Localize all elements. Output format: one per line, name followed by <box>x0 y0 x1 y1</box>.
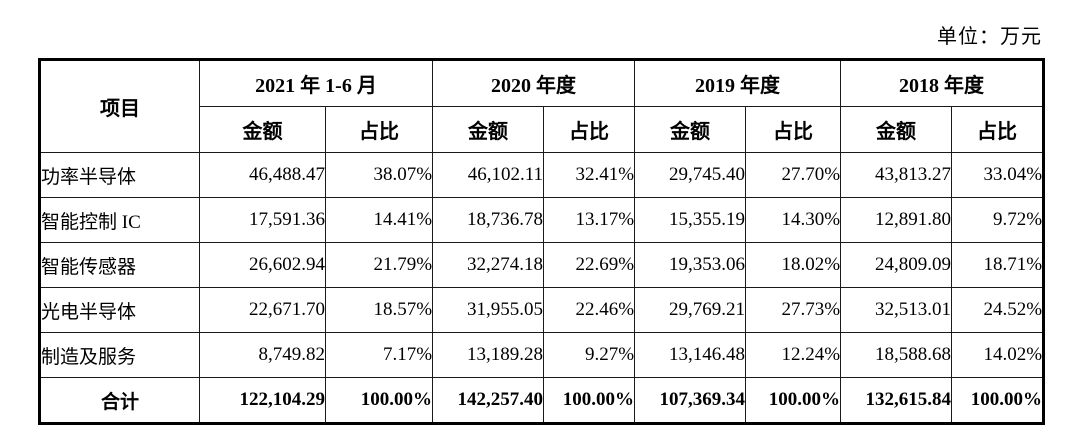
amount-header: 金额 <box>634 106 747 153</box>
table-row: 智能传感器 26,602.94 21.79% 32,274.18 22.69% … <box>39 242 1045 288</box>
table-row: 功率半导体 46,488.47 38.07% 46,102.11 32.41% … <box>39 152 1045 198</box>
ratio-header: 占比 <box>543 106 636 153</box>
amount-cell: 22,671.70 <box>199 287 326 333</box>
ratio-cell: 33.04% <box>951 152 1045 198</box>
row-label-cell: 功率半导体 <box>39 152 200 198</box>
table-header: 项目 2021 年 1-6 月 2020 年度 2019 年度 2018 年度 … <box>39 59 1045 153</box>
row-label-cell: 智能传感器 <box>39 242 200 288</box>
amount-cell: 31,955.05 <box>432 287 545 333</box>
revenue-breakdown-table: 项目 2021 年 1-6 月 2020 年度 2019 年度 2018 年度 … <box>38 58 1046 425</box>
period-header-row: 项目 2021 年 1-6 月 2020 年度 2019 年度 2018 年度 <box>39 59 1045 153</box>
amount-cell: 122,104.29 <box>199 377 326 424</box>
amount-header: 金额 <box>840 106 953 153</box>
amount-header: 金额 <box>199 106 326 153</box>
amount-cell: 18,588.68 <box>840 332 953 378</box>
amount-cell: 29,745.40 <box>634 152 747 198</box>
ratio-cell: 27.70% <box>745 152 842 198</box>
period-header-2020: 2020 年度 <box>432 59 636 107</box>
amount-cell: 13,146.48 <box>634 332 747 378</box>
ratio-cell: 100.00% <box>951 377 1045 424</box>
ratio-cell: 22.69% <box>543 242 636 288</box>
period-header-2021: 2021 年 1-6 月 <box>198 59 434 107</box>
table-row: 光电半导体 22,671.70 18.57% 31,955.05 22.46% … <box>39 287 1045 333</box>
amount-cell: 43,813.27 <box>840 152 953 198</box>
ratio-cell: 100.00% <box>324 377 434 424</box>
row-label-cell: 智能控制 IC <box>39 197 200 243</box>
amount-header: 金额 <box>432 106 545 153</box>
ratio-header: 占比 <box>745 106 842 153</box>
amount-cell: 18,736.78 <box>432 197 545 243</box>
amount-cell: 142,257.40 <box>432 377 545 424</box>
ratio-cell: 18.02% <box>745 242 842 288</box>
table-row: 制造及服务 8,749.82 7.17% 13,189.28 9.27% 13,… <box>39 332 1045 378</box>
unit-label: 单位：万元 <box>937 26 1042 48</box>
ratio-cell: 27.73% <box>745 287 842 333</box>
amount-cell: 132,615.84 <box>840 377 953 424</box>
ratio-cell: 14.30% <box>745 197 842 243</box>
amount-cell: 32,274.18 <box>432 242 545 288</box>
amount-cell: 19,353.06 <box>634 242 747 288</box>
subheader-row: 金额 占比 金额 占比 金额 占比 金额 占比 <box>40 106 1045 153</box>
ratio-cell: 24.52% <box>951 287 1045 333</box>
ratio-header: 占比 <box>951 106 1045 153</box>
amount-cell: 107,369.34 <box>634 377 747 424</box>
ratio-cell: 100.00% <box>543 377 636 424</box>
table-row: 智能控制 IC 17,591.36 14.41% 18,736.78 13.17… <box>39 197 1045 243</box>
ratio-cell: 21.79% <box>324 242 434 288</box>
ratio-cell: 18.71% <box>951 242 1045 288</box>
ratio-cell: 38.07% <box>324 152 434 198</box>
amount-cell: 8,749.82 <box>199 332 326 378</box>
period-header-2019: 2019 年度 <box>634 59 842 107</box>
ratio-cell: 100.00% <box>745 377 842 424</box>
ratio-cell: 32.41% <box>543 152 636 198</box>
amount-cell: 46,488.47 <box>199 152 326 198</box>
amount-cell: 13,189.28 <box>432 332 545 378</box>
ratio-cell: 14.41% <box>324 197 434 243</box>
total-label-cell: 合计 <box>39 377 200 424</box>
ratio-cell: 7.17% <box>324 332 434 378</box>
ratio-cell: 13.17% <box>543 197 636 243</box>
period-header-2018: 2018 年度 <box>840 59 1045 107</box>
ratio-cell: 12.24% <box>745 332 842 378</box>
amount-cell: 32,513.01 <box>840 287 953 333</box>
row-label-cell: 光电半导体 <box>39 287 200 333</box>
ratio-cell: 22.46% <box>543 287 636 333</box>
amount-cell: 29,769.21 <box>634 287 747 333</box>
row-label-cell: 制造及服务 <box>39 332 200 378</box>
ratio-cell: 18.57% <box>324 287 434 333</box>
amount-cell: 26,602.94 <box>199 242 326 288</box>
amount-cell: 46,102.11 <box>432 152 545 198</box>
ratio-cell: 14.02% <box>951 332 1045 378</box>
ratio-cell: 9.72% <box>951 197 1045 243</box>
amount-cell: 12,891.80 <box>840 197 953 243</box>
amount-cell: 24,809.09 <box>840 242 953 288</box>
amount-cell: 15,355.19 <box>634 197 747 243</box>
amount-cell: 17,591.36 <box>199 197 326 243</box>
total-row: 合计 122,104.29 100.00% 142,257.40 100.00%… <box>39 377 1045 424</box>
item-header: 项目 <box>39 59 200 153</box>
ratio-cell: 9.27% <box>543 332 636 378</box>
ratio-header: 占比 <box>324 106 434 153</box>
